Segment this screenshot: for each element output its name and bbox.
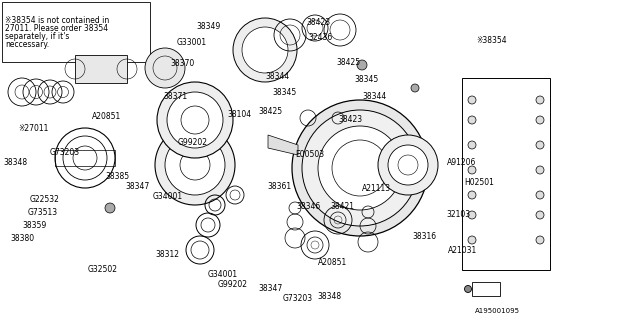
Circle shape	[292, 100, 428, 236]
Text: separately, if it's: separately, if it's	[5, 32, 69, 41]
Text: G34001: G34001	[208, 270, 238, 279]
Text: A20851: A20851	[318, 258, 348, 267]
Circle shape	[145, 48, 185, 88]
Bar	[55, 150, 115, 166]
Text: 38348: 38348	[3, 158, 27, 167]
Text: G73203: G73203	[50, 148, 80, 157]
Bar	[472, 282, 500, 296]
Text: 38104: 38104	[227, 110, 251, 119]
Text: 38349: 38349	[196, 22, 220, 31]
Circle shape	[536, 236, 544, 244]
Circle shape	[468, 236, 476, 244]
Text: G73203: G73203	[283, 294, 313, 303]
Text: 38316: 38316	[412, 232, 436, 241]
Text: G99202: G99202	[178, 138, 208, 147]
Circle shape	[388, 145, 428, 185]
Text: G33001: G33001	[177, 38, 207, 47]
Text: G22532: G22532	[30, 195, 60, 204]
Text: neccessary.: neccessary.	[5, 40, 49, 49]
Text: G32502: G32502	[88, 265, 118, 274]
Circle shape	[233, 18, 297, 82]
Text: A21031: A21031	[448, 246, 477, 255]
Text: G99202: G99202	[218, 280, 248, 289]
Text: 38380: 38380	[10, 234, 34, 243]
Text: 27011. Please order 38354: 27011. Please order 38354	[5, 24, 108, 33]
Circle shape	[378, 135, 438, 195]
Text: 38346: 38346	[296, 202, 320, 211]
Circle shape	[536, 141, 544, 149]
Text: 38370: 38370	[170, 59, 195, 68]
Text: 38361: 38361	[267, 182, 291, 191]
Text: G73513: G73513	[28, 208, 58, 217]
Text: A21113: A21113	[362, 184, 391, 193]
Text: ※38354 is not contained in: ※38354 is not contained in	[5, 16, 109, 25]
Circle shape	[468, 166, 476, 174]
Text: 38359: 38359	[22, 221, 46, 230]
Text: 38345: 38345	[272, 88, 296, 97]
Circle shape	[468, 141, 476, 149]
Text: E00503: E00503	[295, 150, 324, 159]
Text: 38348: 38348	[317, 292, 341, 301]
Circle shape	[465, 285, 472, 292]
Text: H02501: H02501	[464, 178, 494, 187]
Circle shape	[105, 203, 115, 213]
Circle shape	[468, 116, 476, 124]
Text: 38344: 38344	[265, 72, 289, 81]
Circle shape	[468, 191, 476, 199]
Circle shape	[411, 84, 419, 92]
Bar	[462, 78, 550, 270]
Text: 38421: 38421	[330, 202, 354, 211]
Circle shape	[536, 211, 544, 219]
Text: 38344: 38344	[362, 92, 387, 101]
Text: 38425: 38425	[336, 58, 360, 67]
Text: 38347: 38347	[258, 284, 282, 293]
Text: 38371: 38371	[163, 92, 187, 101]
Polygon shape	[268, 135, 298, 155]
Bar	[75, 55, 127, 83]
Text: 38423: 38423	[306, 18, 330, 27]
Circle shape	[536, 191, 544, 199]
Text: 38345: 38345	[354, 75, 378, 84]
Text: A20851: A20851	[92, 112, 121, 121]
Text: 38347: 38347	[125, 182, 149, 191]
Bar	[2, 2, 150, 62]
Circle shape	[536, 116, 544, 124]
Circle shape	[155, 125, 235, 205]
Circle shape	[157, 82, 233, 158]
Text: ※38354: ※38354	[476, 36, 507, 45]
Text: G34001: G34001	[153, 192, 183, 201]
Text: ※27011: ※27011	[18, 124, 49, 133]
Circle shape	[468, 211, 476, 219]
Circle shape	[536, 96, 544, 104]
Text: A195001095: A195001095	[475, 308, 520, 314]
Circle shape	[242, 27, 288, 73]
Circle shape	[302, 110, 418, 226]
Text: 32103: 32103	[446, 210, 470, 219]
Circle shape	[468, 96, 476, 104]
Circle shape	[165, 135, 225, 195]
Circle shape	[318, 126, 402, 210]
Text: 38425: 38425	[258, 107, 282, 116]
Text: 38385: 38385	[105, 172, 129, 181]
Text: 32436: 32436	[308, 33, 332, 42]
Circle shape	[536, 166, 544, 174]
Circle shape	[357, 60, 367, 70]
Text: 38312: 38312	[155, 250, 179, 259]
Text: A91206: A91206	[447, 158, 476, 167]
Circle shape	[167, 92, 223, 148]
Text: 38423: 38423	[338, 115, 362, 124]
